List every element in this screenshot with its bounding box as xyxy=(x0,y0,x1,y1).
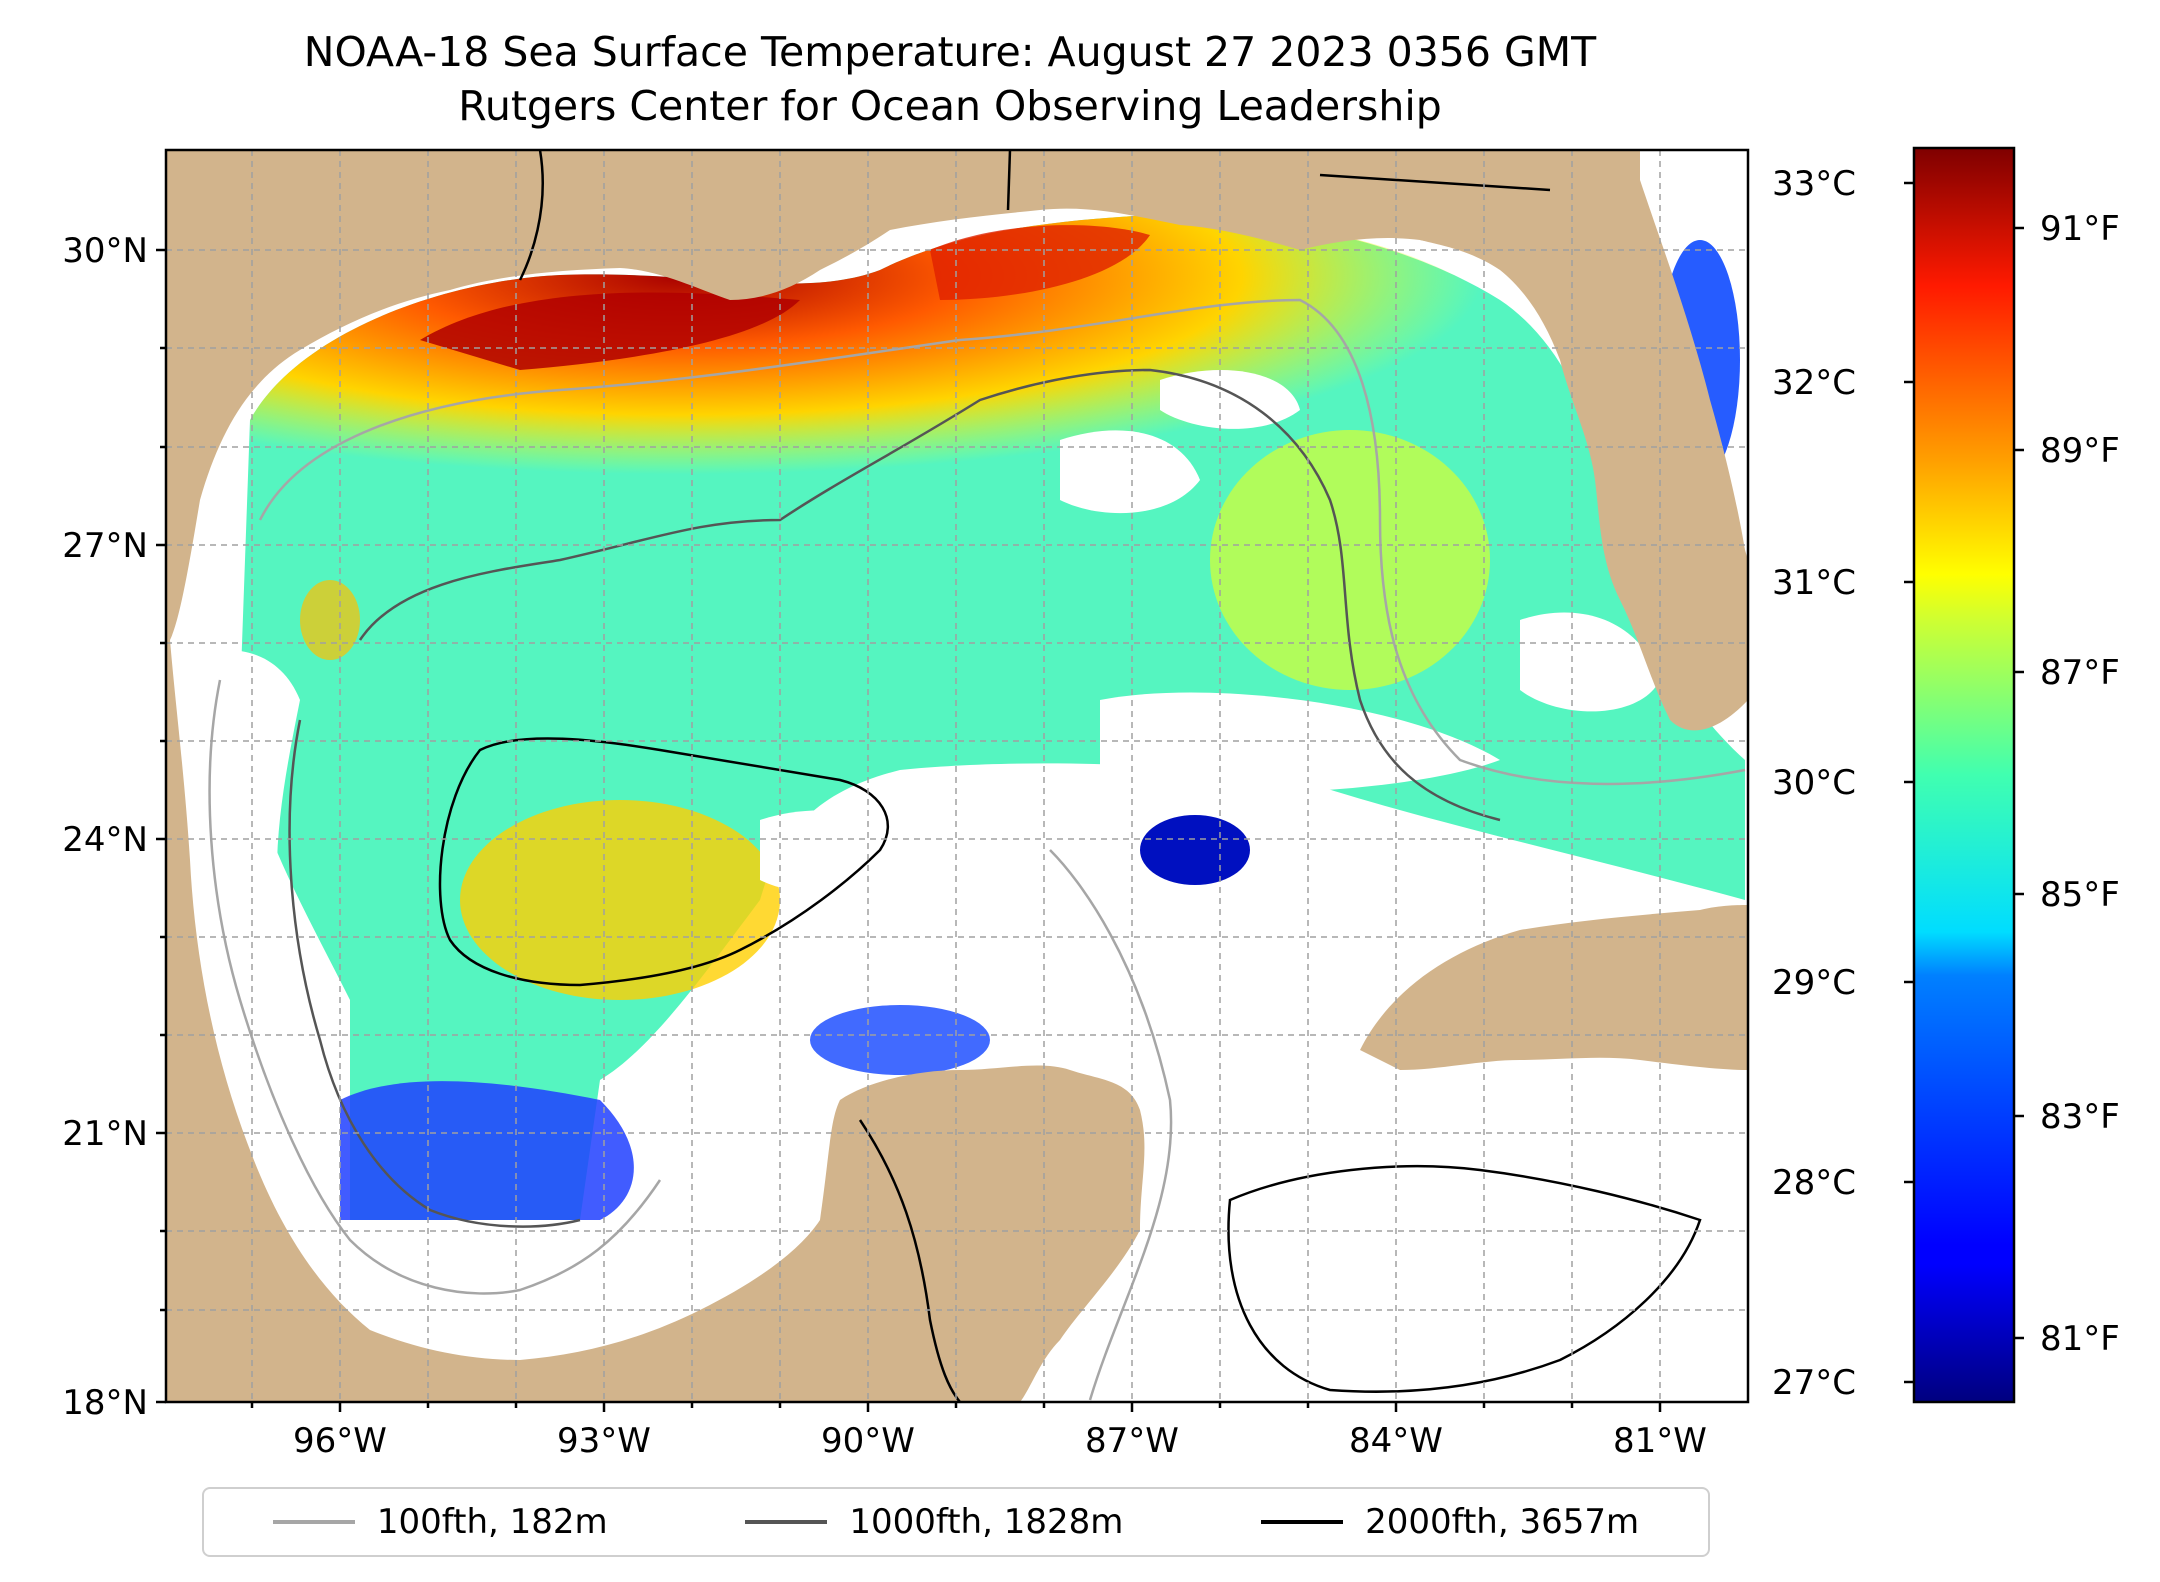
map-subtitle: Rutgers Center for Ocean Observing Leade… xyxy=(458,82,1442,130)
celsius-label: 31°C xyxy=(1772,563,1856,603)
contour-100fth xyxy=(208,679,662,1295)
lon-ticks xyxy=(250,1402,1662,1412)
lon-label: 90°W xyxy=(821,1421,915,1461)
lat-label: 27°N xyxy=(62,526,148,566)
celsius-label: 28°C xyxy=(1772,1163,1856,1203)
sst-warm-north-band xyxy=(250,215,1483,520)
contour-100fth xyxy=(258,298,1746,786)
legend-item-1000fth: 1000fth, 1828m xyxy=(745,1502,1123,1542)
contour-1000fth xyxy=(358,368,1501,822)
map-area xyxy=(166,150,1748,1402)
sst-warm-patch xyxy=(300,580,360,660)
legend-item-100fth: 100fth, 182m xyxy=(272,1502,608,1542)
legend-label: 1000fth, 1828m xyxy=(849,1502,1124,1542)
land-mexico xyxy=(166,640,1145,1402)
border-line xyxy=(858,1119,961,1402)
contour-2000fth xyxy=(438,737,890,987)
fahrenheit-label: 85°F xyxy=(2040,875,2120,915)
fahrenheit-label: 81°F xyxy=(2040,1319,2120,1359)
lat-label: 24°N xyxy=(62,820,148,860)
legend-swatch-1000fth xyxy=(745,1520,828,1524)
lon-label: 87°W xyxy=(1085,1421,1179,1461)
celsius-ticks xyxy=(1904,181,1914,1384)
celsius-label: 29°C xyxy=(1772,963,1856,1003)
border-line xyxy=(1319,173,1551,192)
colorbar-gradient xyxy=(1914,148,2014,1402)
contour-2000fth xyxy=(1227,1165,1702,1393)
fahrenheit-label: 89°F xyxy=(2040,431,2120,471)
land-florida xyxy=(1420,150,1748,731)
lat-label: 18°N xyxy=(62,1383,148,1423)
fahrenheit-ticks xyxy=(2014,226,2024,1340)
legend-swatch-100fth xyxy=(272,1520,355,1524)
border-line xyxy=(518,150,544,281)
map-title: NOAA-18 Sea Surface Temperature: August … xyxy=(303,28,1597,76)
fahrenheit-label: 91°F xyxy=(2040,209,2120,249)
contour-100fth xyxy=(1049,849,1173,1401)
contour-1000fth xyxy=(288,719,581,1228)
fahrenheit-label: 83°F xyxy=(2040,1097,2120,1137)
sst-warm-patch xyxy=(1210,430,1490,690)
colorbar-frame xyxy=(1912,146,2016,1404)
celsius-label: 30°C xyxy=(1772,763,1856,803)
lon-label: 84°W xyxy=(1349,1421,1443,1461)
celsius-label: 33°C xyxy=(1772,164,1856,204)
lon-label: 81°W xyxy=(1613,1421,1707,1461)
legend-label: 100fth, 182m xyxy=(376,1502,608,1542)
border-line xyxy=(1006,150,1012,211)
sst-cool-patch xyxy=(810,1005,990,1075)
contour-legend: 100fth, 182m 1000fth, 1828m 2000fth, 365… xyxy=(202,1487,1710,1557)
fahrenheit-label: 87°F xyxy=(2040,653,2120,693)
lon-label: 96°W xyxy=(293,1421,387,1461)
lon-label: 93°W xyxy=(557,1421,651,1461)
legend-swatch-2000fth xyxy=(1261,1520,1344,1524)
celsius-label: 27°C xyxy=(1772,1363,1856,1403)
sst-hot-patch xyxy=(420,292,800,370)
cloud-gap xyxy=(1520,612,1660,712)
lat-label: 30°N xyxy=(62,231,148,271)
legend-label: 2000fth, 3657m xyxy=(1365,1502,1640,1542)
cloud-gap xyxy=(760,810,920,894)
sst-cool-patch xyxy=(1140,815,1250,885)
lat-label: 21°N xyxy=(62,1114,148,1154)
sst-warm-patch xyxy=(460,800,780,1000)
sst-cool-patch xyxy=(340,1081,634,1220)
lat-ticks xyxy=(156,248,166,1404)
celsius-label: 32°C xyxy=(1772,363,1856,403)
land-cuba xyxy=(1360,905,1748,1070)
legend-item-2000fth: 2000fth, 3657m xyxy=(1261,1502,1639,1542)
land-us-gulf-coast xyxy=(166,150,1640,640)
cloud-gap xyxy=(1060,430,1200,514)
sst-hot-patch xyxy=(930,225,1150,300)
